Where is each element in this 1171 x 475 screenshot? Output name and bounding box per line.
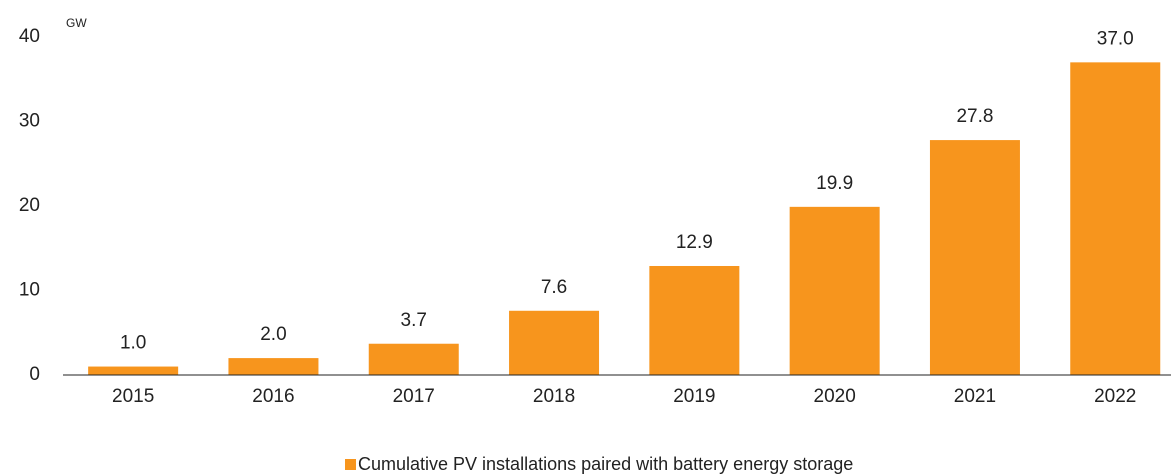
x-tick-label: 2021 (954, 386, 996, 407)
y-unit-label: GW (66, 16, 87, 30)
x-tick-label: 2017 (393, 386, 435, 407)
y-tick-label: 20 (19, 195, 40, 216)
x-tick-label: 2019 (673, 386, 715, 407)
bar (88, 366, 179, 375)
bar (228, 358, 319, 375)
legend-swatch (345, 459, 356, 470)
value-label: 12.9 (676, 232, 713, 253)
value-label: 27.8 (956, 106, 993, 127)
value-label: 1.0 (120, 333, 146, 354)
y-tick-label: 0 (29, 364, 40, 385)
y-tick-label: 30 (19, 111, 40, 132)
value-label: 37.0 (1097, 28, 1134, 49)
bar (789, 206, 880, 375)
bar (368, 343, 459, 375)
y-tick-label: 40 (19, 26, 40, 47)
value-label: 19.9 (816, 173, 853, 194)
value-label: 2.0 (260, 324, 286, 345)
bar (929, 140, 1020, 375)
x-tick-label: 2022 (1094, 386, 1136, 407)
bar (509, 310, 600, 375)
bar (649, 265, 740, 375)
x-tick-label: 2020 (814, 386, 856, 407)
value-label: 3.7 (401, 310, 427, 331)
y-tick-label: 10 (19, 280, 40, 301)
legend-label: Cumulative PV installations paired with … (358, 454, 853, 474)
x-tick-label: 2018 (533, 386, 575, 407)
value-label: 7.6 (541, 277, 567, 298)
x-tick-label: 2015 (112, 386, 154, 407)
x-tick-label: 2016 (252, 386, 294, 407)
bar (1070, 62, 1161, 375)
